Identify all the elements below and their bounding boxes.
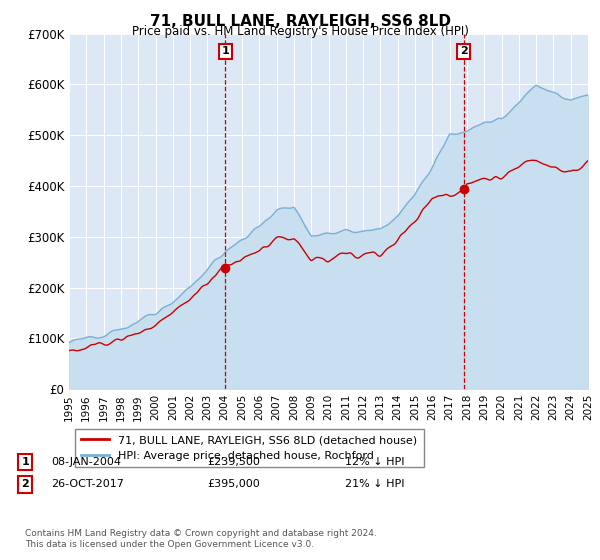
- Text: 08-JAN-2004: 08-JAN-2004: [51, 457, 121, 467]
- Text: 26-OCT-2017: 26-OCT-2017: [51, 479, 124, 489]
- Text: 71, BULL LANE, RAYLEIGH, SS6 8LD: 71, BULL LANE, RAYLEIGH, SS6 8LD: [149, 14, 451, 29]
- Text: 2: 2: [22, 479, 29, 489]
- Text: £395,000: £395,000: [207, 479, 260, 489]
- Text: 1: 1: [22, 457, 29, 467]
- Text: 12% ↓ HPI: 12% ↓ HPI: [345, 457, 404, 467]
- Text: 21% ↓ HPI: 21% ↓ HPI: [345, 479, 404, 489]
- Text: Contains HM Land Registry data © Crown copyright and database right 2024.
This d: Contains HM Land Registry data © Crown c…: [25, 529, 377, 549]
- Legend: 71, BULL LANE, RAYLEIGH, SS6 8LD (detached house), HPI: Average price, detached : 71, BULL LANE, RAYLEIGH, SS6 8LD (detach…: [74, 428, 424, 468]
- Text: 2: 2: [460, 46, 467, 57]
- Text: £239,500: £239,500: [207, 457, 260, 467]
- Text: 1: 1: [221, 46, 229, 57]
- Text: Price paid vs. HM Land Registry's House Price Index (HPI): Price paid vs. HM Land Registry's House …: [131, 25, 469, 38]
